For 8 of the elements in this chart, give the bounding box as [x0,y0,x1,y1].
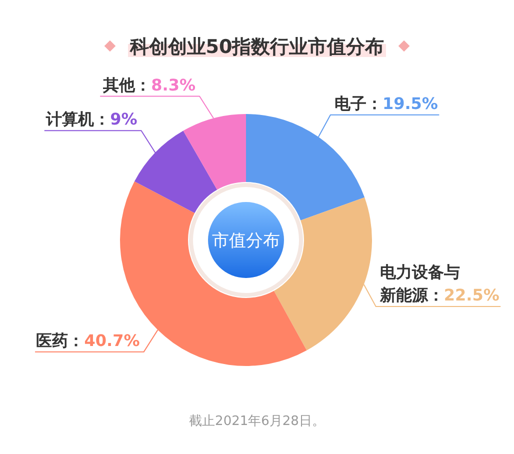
slice-label: 其他：8.3% [102,75,196,94]
slice-label: 计算机：9% [45,110,138,129]
slice-label: 医药：40.7% [36,330,140,350]
text: 市值分布 [212,231,280,251]
text: 截止2021年6月28日。 [189,414,325,429]
slice-label: 电子：19.5% [334,94,438,113]
slice-label: 电力设备与新能源：22.5% [378,262,500,305]
chart-title: 科创创业50指数行业市值分布 [128,36,384,58]
